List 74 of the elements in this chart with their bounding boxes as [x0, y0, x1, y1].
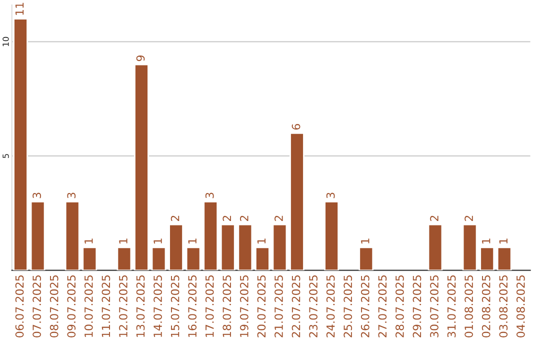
bar [203, 201, 218, 270]
bar [186, 246, 201, 270]
data-label: 1 [361, 238, 370, 244]
x-tick-label: 31.07.2025 [447, 275, 456, 338]
x-tick-label: 18.07.2025 [222, 275, 232, 337]
x-tick-label: 11.07.2025 [102, 275, 110, 337]
bar [238, 224, 253, 270]
data-label: 9 [136, 55, 145, 62]
x-tick-label: 03.08.2025 [499, 275, 508, 338]
data-label: 2 [240, 216, 248, 221]
data-label: 1 [84, 238, 93, 244]
x-tick-label: 28.07.2025 [396, 275, 404, 338]
data-label: 1 [119, 238, 128, 244]
bar [272, 224, 288, 270]
data-label: 1 [188, 238, 196, 244]
x-tick-label: 06.07.2025 [15, 275, 24, 338]
bar [30, 201, 46, 270]
bar [462, 224, 478, 270]
data-label: 11 [15, 2, 24, 15]
x-tick-label: 25.07.2025 [344, 275, 352, 338]
data-label: 1 [482, 238, 490, 244]
y-tick-label: 5 [2, 154, 9, 158]
data-label: 1 [257, 238, 266, 244]
data-label: 2 [464, 216, 473, 221]
x-tick-label: 10.07.2025 [84, 275, 93, 337]
x-tick-label: 17.07.2025 [205, 275, 214, 337]
bar [134, 64, 149, 270]
bar [116, 246, 132, 270]
x-tick-label: 22.07.2025 [292, 275, 300, 338]
x-tick-label: 13.07.2025 [136, 275, 145, 337]
data-label: 6 [292, 124, 300, 130]
bar [480, 246, 495, 270]
x-tick-label: 15.07.2025 [170, 275, 180, 337]
x-tick-label: 24.07.2025 [326, 275, 335, 338]
bar [220, 224, 236, 270]
x-tick-label: 23.07.2025 [309, 275, 318, 338]
bar [151, 246, 166, 270]
x-tick-label: 21.07.2025 [274, 275, 283, 338]
x-tick-label: 14.07.2025 [154, 275, 162, 337]
y-tick-label: 10 [2, 36, 9, 46]
data-label: 2 [430, 216, 438, 221]
x-tick-label: 26.07.2025 [360, 275, 370, 338]
bar [168, 224, 184, 270]
x-tick-label: 27.07.2025 [378, 275, 387, 338]
x-tick-label: 04.08.2025 [516, 275, 525, 338]
data-label: 3 [32, 192, 42, 198]
data-label: 1 [499, 238, 508, 244]
bar [255, 246, 270, 270]
data-label: 1 [154, 238, 162, 244]
bar [13, 18, 28, 270]
x-tick-label: 07.07.2025 [32, 275, 42, 338]
bar [324, 201, 339, 270]
bar [64, 201, 80, 270]
data-label: 3 [67, 192, 76, 198]
x-tick-label: 08.07.2025 [50, 275, 58, 338]
data-label: 2 [274, 216, 283, 221]
x-tick-label: 20.07.2025 [257, 275, 266, 338]
x-tick-label: 19.07.2025 [240, 275, 248, 337]
bar [290, 132, 304, 270]
x-tick-label: 01.08.2025 [464, 275, 474, 338]
x-tick-label: 30.07.2025 [430, 275, 438, 338]
data-label: 3 [205, 192, 214, 198]
data-label: 2 [222, 216, 231, 221]
x-tick-label: 12.07.2025 [119, 275, 128, 337]
bar [496, 246, 512, 270]
data-label: 3 [326, 192, 335, 198]
bar [358, 246, 374, 270]
bar [82, 246, 98, 270]
x-tick-label: 09.07.2025 [67, 275, 76, 338]
x-tick-label: 16.07.2025 [188, 275, 197, 337]
x-tick-label: 02.08.2025 [482, 275, 490, 338]
x-tick-label: 29.07.2025 [412, 275, 422, 338]
data-label: 2 [170, 216, 180, 221]
bar [428, 224, 443, 270]
